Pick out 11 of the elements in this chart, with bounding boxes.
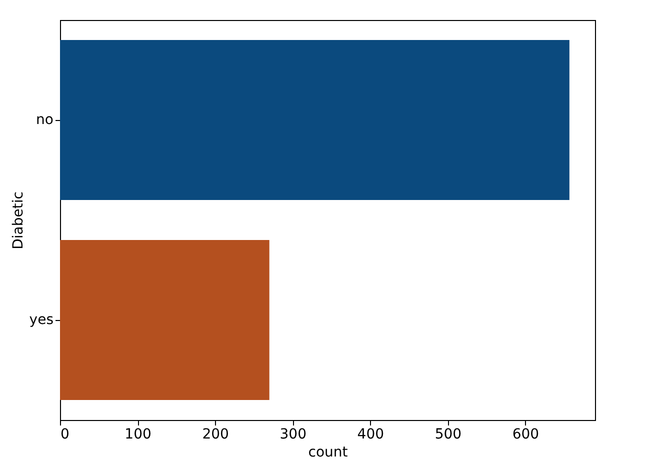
x-tick-label: 500	[434, 426, 462, 442]
x-tick-label: 0	[60, 426, 70, 442]
y-axis-title: Diabetic	[10, 192, 26, 250]
x-axis-title: count	[308, 444, 348, 460]
x-tick-label: 300	[280, 426, 306, 442]
y-tick-label: no	[36, 112, 54, 128]
x-tick-label: 600	[512, 426, 540, 442]
x-tick-label: 200	[202, 426, 229, 442]
y-tick-label: yes	[29, 312, 54, 328]
x-tick-label: 400	[357, 426, 384, 442]
x-tick-label: 100	[124, 426, 152, 442]
